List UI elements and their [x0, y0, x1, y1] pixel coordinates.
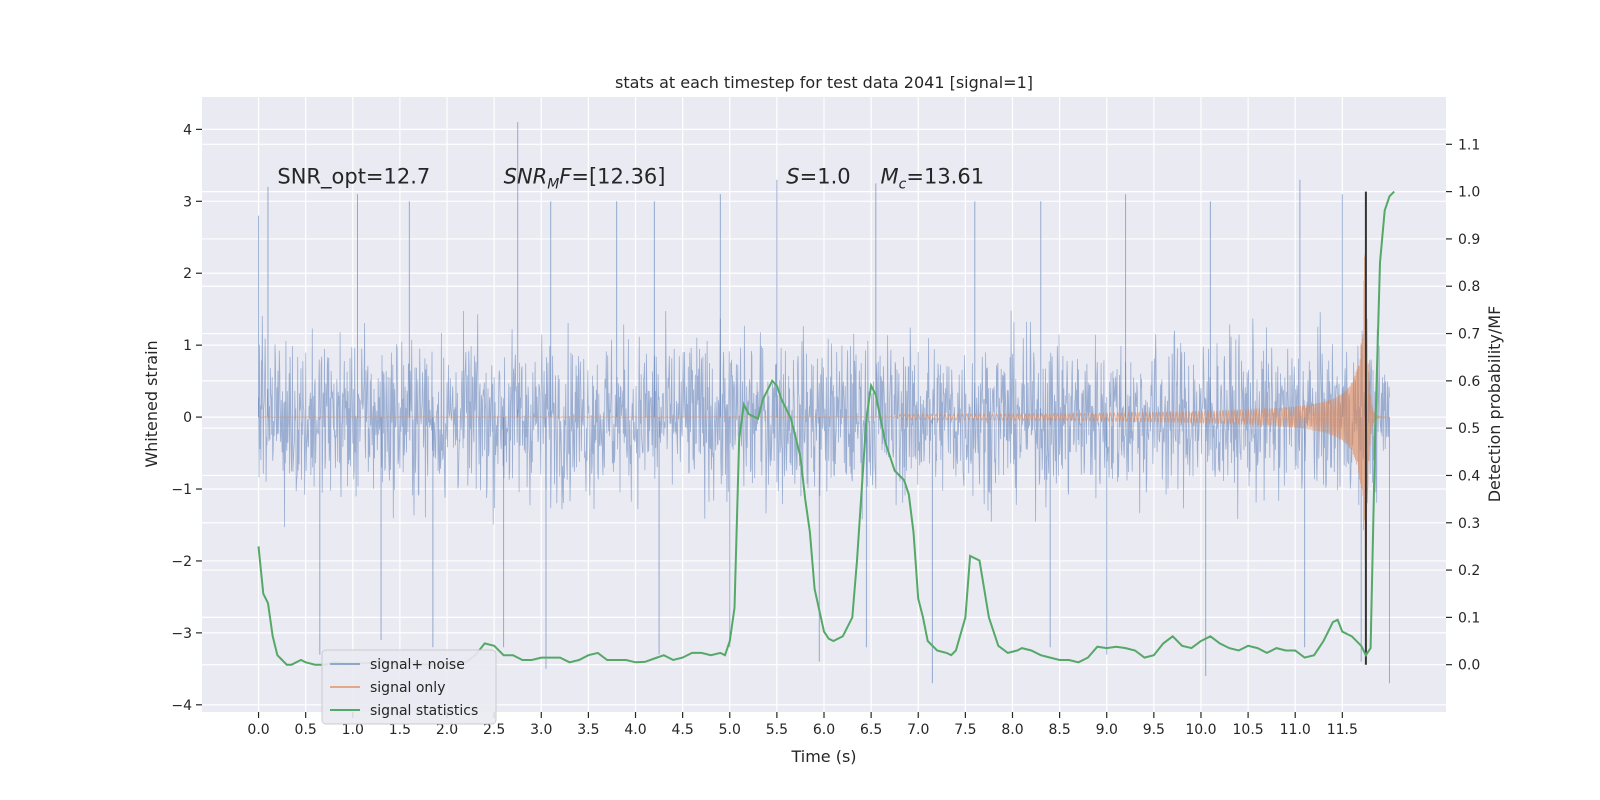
- y2-axis-label: Detection probability/MF: [1485, 306, 1504, 503]
- x-tick-label: 6.5: [860, 722, 882, 738]
- y2-tick-label: 0.1: [1458, 610, 1480, 626]
- y-tick-label: −2: [171, 554, 192, 570]
- y-tick-label: 2: [183, 266, 192, 282]
- x-tick-label: 8.0: [1001, 722, 1023, 738]
- x-tick-label: 1.5: [389, 722, 411, 738]
- y2-tick-label: 0.3: [1458, 516, 1480, 532]
- y2-tick-label: 1.0: [1458, 185, 1480, 201]
- legend-label-2: signal statistics: [370, 703, 478, 719]
- x-axis-label: Time (s): [790, 747, 856, 766]
- x-tick-label: 0.0: [247, 722, 269, 738]
- x-tick-label: 2.0: [436, 722, 458, 738]
- chart-annotations: SNR_opt=12.7 SNRMF=[12.36] S=1.0 Mc=13.61: [277, 164, 984, 192]
- annotation-text-1: SNRMF=[12.36]: [504, 164, 666, 192]
- annotation-text-3: Mc=13.61: [881, 164, 985, 192]
- x-tick-label: 8.5: [1048, 722, 1070, 738]
- legend: signal+ noise signal only signal statistic…: [321, 649, 497, 725]
- axis-ticks: 0.0 0.5 1.0 1.5 2.0 2.5 3.0 3.5 4.0 4.5 5.0 5.5 6.0 6…: [171, 122, 1480, 738]
- x-tick-label: 7.0: [907, 722, 929, 738]
- y-tick-label: 4: [183, 122, 192, 138]
- x-tick-label: 9.0: [1096, 722, 1118, 738]
- y-tick-label: −4: [171, 698, 192, 714]
- annotation-text-0: SNR_opt=12.7: [277, 164, 430, 189]
- annotation-text-2: S=1.0: [786, 164, 850, 188]
- y-tick-label: 1: [183, 338, 192, 354]
- y2-tick-label: 0.4: [1458, 468, 1480, 484]
- x-tick-label: 11.5: [1327, 722, 1358, 738]
- x-tick-label: 0.5: [295, 722, 317, 738]
- legend-label-0: signal+ noise: [370, 657, 465, 673]
- y2-tick-label: 0.5: [1458, 421, 1480, 437]
- y-tick-label: 3: [183, 194, 192, 210]
- x-tick-label: 10.0: [1185, 722, 1216, 738]
- y2-tick-label: 0.8: [1458, 279, 1480, 295]
- x-tick-label: 4.0: [624, 722, 646, 738]
- signal-plus-noise-line: [258, 310, 1390, 528]
- y2-tick-label: 0.6: [1458, 374, 1480, 390]
- x-tick-label: 3.5: [577, 722, 599, 738]
- chart-title: stats at each timestep for test data 204…: [615, 73, 1033, 92]
- y2-tick-label: 1.1: [1458, 137, 1480, 153]
- legend-box: [321, 649, 497, 725]
- y2-tick-label: 0.9: [1458, 232, 1480, 248]
- x-tick-label: 9.5: [1143, 722, 1165, 738]
- x-tick-label: 4.5: [672, 722, 694, 738]
- y-axis-label: Whitened strain: [142, 340, 161, 467]
- signal-only-line: [258, 251, 1390, 562]
- x-tick-label: 5.5: [766, 722, 788, 738]
- x-tick-label: 10.5: [1233, 722, 1264, 738]
- x-tick-label: 7.5: [954, 722, 976, 738]
- x-tick-label: 5.0: [719, 722, 741, 738]
- x-tick-label: 11.0: [1280, 722, 1311, 738]
- x-tick-label: 3.0: [530, 722, 552, 738]
- y-tick-label: −3: [171, 626, 192, 642]
- y2-tick-label: 0.0: [1458, 658, 1480, 674]
- x-tick-label: 1.0: [342, 722, 364, 738]
- y2-tick-label: 0.2: [1458, 563, 1480, 579]
- y-tick-label: 0: [183, 410, 192, 426]
- legend-label-1: signal only: [370, 680, 445, 696]
- x-tick-label: 6.0: [813, 722, 835, 738]
- x-tick-label: 2.5: [483, 722, 505, 738]
- y-tick-label: −1: [171, 482, 192, 498]
- y2-tick-label: 0.7: [1458, 327, 1480, 343]
